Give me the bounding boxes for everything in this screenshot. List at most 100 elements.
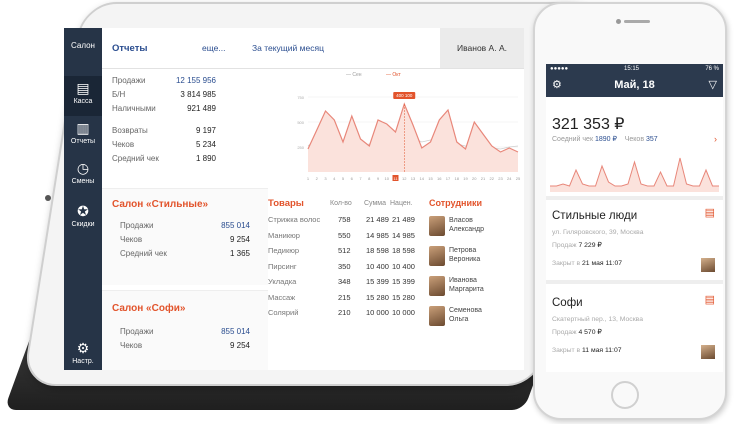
closed-label: Закрыт в (552, 260, 581, 267)
salon-row: Продажи 855 014 (120, 325, 250, 339)
staff-item[interactable]: Иванова Маргарита (421, 274, 524, 304)
x-tick-label: 1 (307, 176, 310, 181)
goods-cell-markup: 15 280 (392, 292, 415, 302)
table-row: Педикюр 512 18 598 18 598 (268, 243, 420, 259)
y-tick-label: 750 (297, 95, 304, 100)
sidebar-item-label: Касса (73, 98, 93, 105)
staff-name: Власов Александр (449, 217, 484, 234)
goods-cell-qty: 350 (338, 261, 351, 271)
sidebar-item-discounts[interactable]: ✪ Скидки (64, 203, 102, 228)
table-row: Укладка 348 15 399 15 399 (268, 274, 420, 290)
clock-icon: ◷ (76, 160, 90, 176)
goods-cell-name: Педикюр (268, 246, 300, 255)
sidebar-logo: Салон (71, 41, 95, 50)
salon-title: Салон «Стильные» (112, 199, 209, 210)
sidebar-item-reports[interactable]: ▥ Отчеты (64, 120, 102, 145)
period-selector[interactable]: За текущий месяц (252, 43, 324, 53)
phone-sparkline (550, 157, 719, 192)
goods-cell-sum: 18 598 (366, 246, 389, 255)
goods-cell-qty: 512 (338, 246, 351, 255)
x-tick-label: 23 (498, 176, 503, 181)
staff-item[interactable]: Семенова Ольга (421, 304, 524, 334)
filter-icon[interactable]: ▽ (708, 79, 717, 91)
avatar (701, 345, 715, 359)
summary-value: 1 890 (195, 154, 216, 163)
phone-total: 321 353 ₽ (552, 116, 625, 133)
salon-card[interactable]: Салон «Софи» Продажи 855 014 Чеков 9 254 (102, 290, 268, 370)
tooltip-box (393, 92, 416, 99)
user-menu[interactable]: Иванов А. А. (440, 28, 524, 68)
closed-value: 21 мая 11:07 (582, 260, 623, 267)
staff-item[interactable]: Власов Александр (421, 214, 524, 244)
goods-cell-qty: 215 (338, 292, 351, 302)
staff-item[interactable]: Петрова Вероника (421, 244, 524, 274)
legend-label: Сен (352, 72, 362, 78)
goods-cell-sum: 14 985 (366, 230, 389, 240)
phone-speaker (624, 20, 650, 23)
battery-status: 76 % (705, 66, 719, 72)
gear-icon: ⚙ (76, 340, 90, 356)
goods-cell-markup: 21 489 (392, 215, 415, 224)
status-time: 15:15 (624, 66, 640, 72)
divider (546, 280, 723, 284)
checks-value: 357 (646, 136, 658, 143)
phone-salon-closed: Закрыт в 21 мая 11:07 (552, 260, 622, 267)
x-tick-label: 10 (385, 176, 390, 181)
goods-cell-markup: 10 000 (392, 308, 415, 317)
goods-cell-name: Пирсинг (268, 261, 297, 271)
avatar (429, 246, 445, 266)
x-tick-label: 19 (463, 176, 468, 181)
goods-cell-sum: 10 400 (366, 261, 389, 271)
salon-title: Салон «Софи» (112, 303, 186, 314)
summary-label: Наличными (112, 104, 156, 113)
x-tick-label: 7 (359, 176, 362, 181)
staff-panel: Сотрудники Власов Александр Петрова Вероник… (421, 194, 524, 334)
summary-label: Продажи (112, 76, 146, 85)
salon-label: Чеков (120, 235, 143, 244)
tablet-screen: Салон ▤ Касса ▥ Отчеты ◷ Смены ✪ Скидки … (64, 28, 524, 370)
phone-salon-sales: Продаж 4 570 ₽ (552, 328, 602, 336)
cash-register-icon: ▤ (704, 294, 715, 306)
summary-label: Б/Н (112, 90, 126, 99)
salon-value: 855 014 (221, 221, 250, 230)
bar-chart-icon: ▥ (76, 120, 90, 136)
sales-label: Продаж (552, 329, 577, 336)
staff-first-name: Власов (449, 217, 473, 224)
staff-last-name: Александр (449, 225, 485, 233)
x-tick-label: 22 (490, 176, 495, 181)
sales-value: 4 570 ₽ (578, 329, 602, 336)
sidebar-item-settings[interactable]: ⚙ Настр. (64, 340, 102, 365)
x-tick-label: 18 (455, 176, 460, 181)
table-row: Пирсинг 350 10 400 10 400 (268, 259, 420, 275)
goods-cell-markup: 10 400 (392, 261, 415, 271)
signal-icon: ●●●●● (550, 66, 569, 72)
staff-first-name: Петрова (449, 247, 477, 254)
x-tick-label: 17 (446, 176, 451, 181)
goods-cell-name: Солярий (268, 308, 299, 317)
summary-value: 5 234 (195, 140, 216, 149)
table-row: Массаж 215 15 280 15 280 (268, 290, 420, 306)
goods-cell-sum: 21 489 (366, 215, 389, 224)
goods-cell-sum: 15 280 (366, 292, 389, 302)
chevron-right-icon[interactable]: › (714, 134, 717, 144)
salon-value: 1 365 (229, 249, 250, 258)
discount-icon: ✪ (77, 203, 89, 219)
salon-row: Продажи 855 014 (120, 219, 250, 233)
goods-cell-qty: 348 (338, 277, 351, 286)
avatar (429, 216, 445, 236)
salon-value: 9 254 (229, 235, 250, 244)
sparkline-line (550, 157, 719, 187)
goods-title: Товары (268, 198, 304, 209)
phone-home-button[interactable] (611, 381, 639, 409)
salon-row: Чеков 9 254 (120, 339, 250, 353)
sidebar-item-shifts[interactable]: ◷ Смены (64, 160, 102, 185)
summary-value: 12 155 956 (175, 76, 216, 85)
goods-cell-sum: 10 000 (366, 308, 389, 317)
x-tick-label: 13 (411, 176, 416, 181)
phone-salon-sales: Продаж 7 229 ₽ (552, 241, 602, 249)
more-link[interactable]: еще... (202, 43, 226, 53)
sidebar-item-cash[interactable]: ▤ Касса (64, 76, 102, 116)
salon-card[interactable]: Салон «Стильные» Продажи 855 014 Чеков 9 2… (102, 188, 268, 285)
gear-icon[interactable]: ⚙ (552, 79, 562, 91)
